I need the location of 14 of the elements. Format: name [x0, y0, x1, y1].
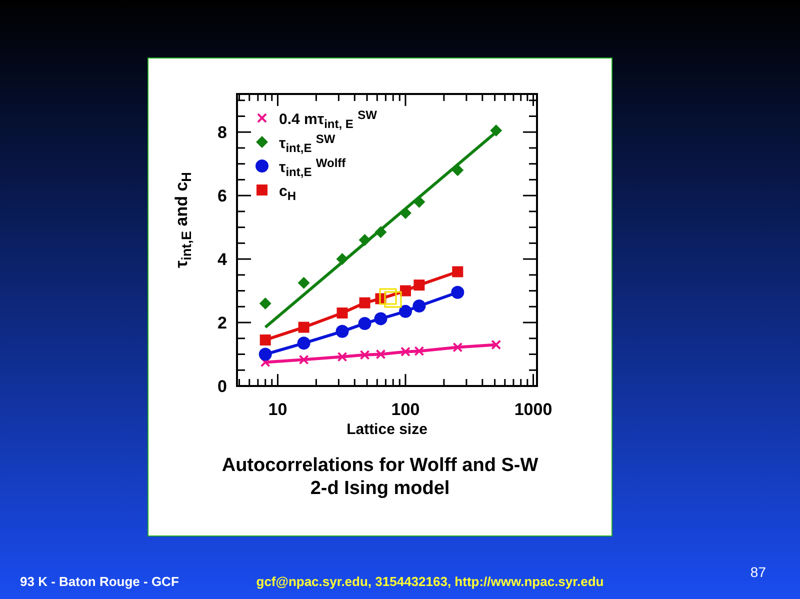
text: 87	[750, 564, 766, 580]
x-axis-title: Lattice size	[346, 421, 428, 438]
y-tick-label: 6	[218, 186, 227, 206]
text: gcf@npac.syr.edu, 3154432163, http://www.npac.syr.edu	[256, 574, 604, 589]
x-tick-label: 10	[268, 400, 288, 419]
x-tick-label: 1000	[514, 400, 552, 419]
legend-label: c$_{H}$	[279, 183, 296, 203]
text: Autocorrelations for Wolff and S-W 2-d Ising model	[222, 455, 538, 499]
y-tick-label: 8	[218, 123, 227, 142]
y-tick-label: 2	[218, 314, 227, 333]
y-tick-label: 4	[218, 250, 228, 270]
y-tick-label: 0	[218, 377, 227, 396]
x-tick-label: 100	[391, 400, 420, 419]
text: 93 K - Baton Rouge - GCF	[20, 574, 179, 589]
